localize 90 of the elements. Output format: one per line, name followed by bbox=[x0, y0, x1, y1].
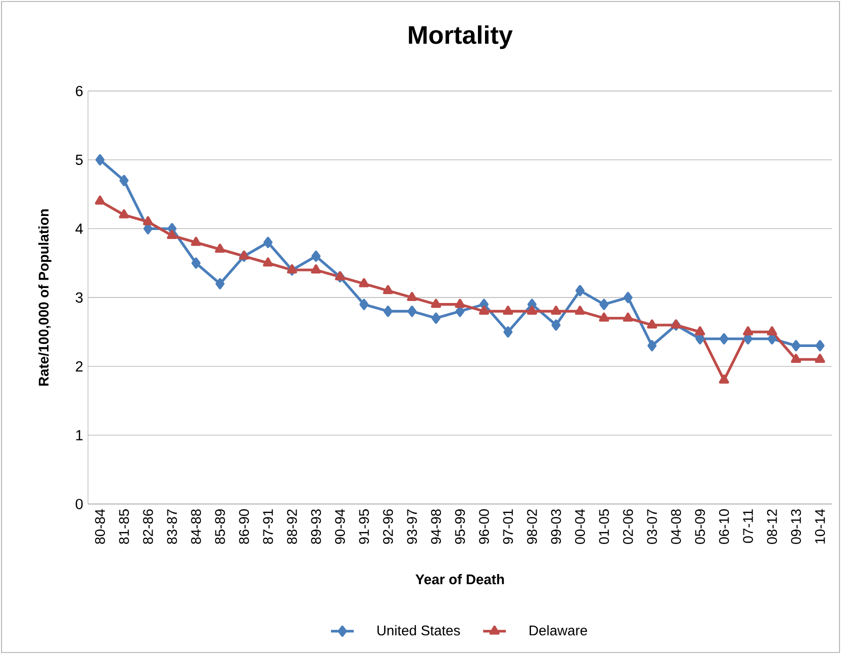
y-tick-label: 6 bbox=[76, 86, 83, 96]
point bbox=[646, 319, 658, 329]
x-tick-label: 80-84 bbox=[95, 509, 105, 544]
x-tick-label: 09-13 bbox=[791, 509, 801, 544]
x-tick-label: 84-88 bbox=[191, 509, 201, 544]
y-tick-label: 0 bbox=[76, 498, 83, 510]
point bbox=[622, 312, 634, 322]
chart-title: Mortality bbox=[408, 25, 513, 49]
point bbox=[263, 236, 273, 248]
point bbox=[190, 236, 202, 246]
x-tick-label: 06-10 bbox=[719, 509, 729, 544]
point bbox=[119, 174, 129, 186]
point bbox=[814, 354, 826, 363]
point bbox=[550, 306, 562, 315]
point bbox=[478, 306, 490, 315]
x-tick-label: 08-12 bbox=[767, 509, 777, 544]
x-tick-label: 04-08 bbox=[671, 509, 681, 544]
x-tick-label: 10-14 bbox=[815, 509, 825, 544]
point bbox=[575, 285, 585, 296]
point bbox=[118, 209, 130, 218]
point bbox=[790, 354, 802, 363]
point bbox=[502, 306, 514, 315]
x-tick-label: 95-99 bbox=[455, 509, 465, 544]
x-tick-label: 99-03 bbox=[551, 509, 561, 544]
legend-label: United States bbox=[378, 625, 460, 636]
y-tick-label: 5 bbox=[76, 154, 83, 165]
point bbox=[406, 292, 418, 301]
point bbox=[742, 326, 754, 336]
x-tick-label: 86-90 bbox=[239, 509, 249, 544]
x-tick-label: 93-97 bbox=[407, 509, 417, 544]
point bbox=[382, 285, 394, 294]
x-tick-label: 90-94 bbox=[335, 509, 345, 544]
point bbox=[262, 257, 274, 267]
point bbox=[719, 333, 729, 344]
point bbox=[430, 298, 442, 308]
point bbox=[359, 298, 369, 310]
x-tick-label: 97-01 bbox=[503, 509, 513, 544]
point bbox=[815, 340, 825, 352]
point bbox=[310, 264, 322, 274]
x-axis-title: Year of Death bbox=[415, 574, 504, 584]
point bbox=[766, 326, 778, 336]
point bbox=[526, 306, 538, 315]
x-tick-label: 89-93 bbox=[311, 509, 321, 544]
point bbox=[215, 278, 225, 290]
x-tick-label: 96-00 bbox=[479, 509, 489, 544]
point bbox=[407, 306, 417, 317]
point bbox=[647, 340, 657, 352]
y-tick-label: 3 bbox=[76, 292, 83, 303]
x-tick-label: 88-92 bbox=[287, 509, 297, 544]
point bbox=[94, 196, 106, 205]
point bbox=[454, 298, 466, 308]
x-tick-label: 83-87 bbox=[167, 509, 177, 544]
x-tick-label: 82-86 bbox=[143, 509, 153, 544]
x-tick-label: 02-06 bbox=[623, 509, 633, 544]
x-tick-label: 00-04 bbox=[575, 509, 585, 544]
point bbox=[358, 278, 370, 288]
point bbox=[503, 326, 513, 338]
y-tick-label: 2 bbox=[76, 361, 83, 372]
x-tick-label: 81-85 bbox=[119, 509, 129, 544]
point bbox=[286, 264, 298, 274]
point bbox=[718, 374, 730, 384]
point bbox=[383, 306, 393, 317]
y-axis-title: Rate/100,000 of Population bbox=[38, 209, 52, 386]
legend-label: Delaware bbox=[530, 625, 588, 636]
x-tick-label: 85-89 bbox=[215, 509, 225, 544]
point bbox=[431, 312, 441, 324]
y-tick-label: 1 bbox=[76, 430, 83, 440]
point bbox=[214, 244, 226, 253]
x-tick-label: 94-98 bbox=[431, 509, 441, 544]
point bbox=[791, 340, 801, 352]
point bbox=[623, 292, 633, 304]
point bbox=[694, 326, 706, 336]
point bbox=[574, 306, 586, 315]
point bbox=[598, 312, 610, 322]
point bbox=[551, 319, 561, 331]
point bbox=[166, 230, 178, 240]
y-tick-label: 4 bbox=[75, 224, 83, 234]
point bbox=[311, 250, 321, 262]
point bbox=[191, 257, 201, 269]
point bbox=[599, 298, 609, 310]
point bbox=[95, 154, 105, 166]
x-tick-label: 91-95 bbox=[359, 509, 369, 544]
x-tick-label: 03-07 bbox=[647, 509, 657, 544]
point bbox=[142, 216, 154, 226]
x-tick-label: 98-02 bbox=[527, 509, 537, 544]
x-tick-label: 01-05 bbox=[599, 509, 609, 544]
x-tick-label: 87-91 bbox=[263, 509, 273, 544]
x-tick-label: 07-11 bbox=[743, 509, 753, 543]
x-tick-label: 92-96 bbox=[383, 509, 393, 544]
x-tick-label: 05-09 bbox=[695, 509, 705, 544]
